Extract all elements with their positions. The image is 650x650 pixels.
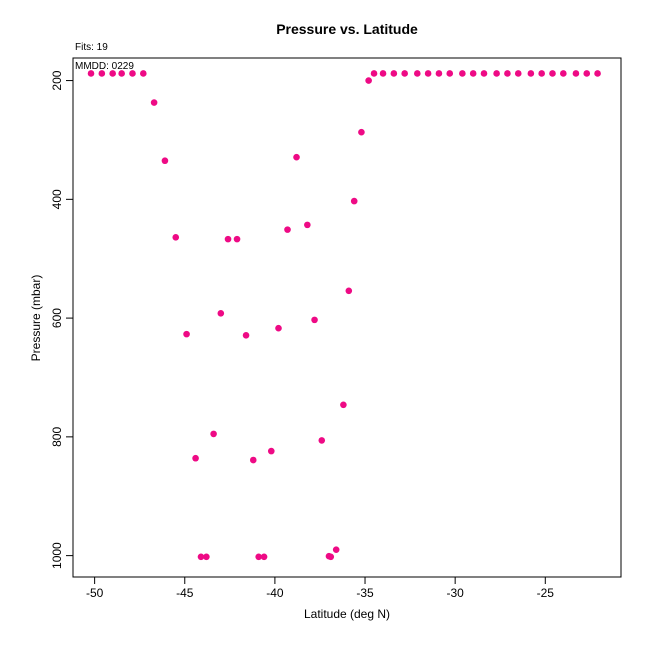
data-point (527, 70, 535, 77)
y-tick-label: 400 (50, 189, 64, 209)
data-point (183, 330, 190, 338)
data-point (572, 70, 580, 77)
data-point (594, 70, 601, 77)
data-point (327, 553, 335, 561)
data-point (480, 70, 488, 77)
data-point (414, 70, 421, 77)
data-point (150, 99, 158, 106)
x-tick-label: -35 (356, 586, 374, 600)
data-point (560, 70, 567, 77)
data-point (197, 553, 205, 561)
data-point (358, 128, 365, 136)
data-point (161, 157, 169, 165)
data-point (233, 235, 241, 243)
data-point (401, 70, 408, 77)
data-point (210, 430, 217, 438)
x-tick-label: -30 (446, 586, 464, 600)
data-point (493, 70, 500, 77)
data-point (192, 454, 199, 462)
x-tick-label: -50 (86, 586, 104, 600)
data-point (435, 70, 443, 77)
data-point (332, 546, 340, 553)
data-point (109, 70, 116, 77)
x-tick-label: -40 (266, 586, 284, 600)
data-point (260, 553, 268, 561)
data-point (304, 221, 311, 229)
data-point (118, 70, 125, 77)
data-point (98, 70, 106, 77)
data-point (267, 447, 275, 455)
x-tick-label: -45 (176, 586, 194, 600)
y-tick-label: 600 (50, 308, 64, 328)
x-axis-label: Latitude (deg N) (304, 607, 390, 621)
data-point (284, 226, 291, 233)
chart-subtitle: Fits: 19 (75, 42, 108, 53)
data-point (469, 70, 477, 77)
data-point (203, 553, 210, 561)
data-point (340, 401, 347, 409)
data-points (87, 70, 601, 561)
data-point (129, 70, 136, 77)
x-axis: -50 -45 -40 -35 -30 -25 (86, 576, 555, 600)
y-tick-label: 800 (50, 427, 64, 447)
data-point (217, 310, 225, 317)
data-point (172, 234, 180, 241)
x-tick-label: -25 (537, 586, 555, 600)
data-point (350, 197, 358, 205)
data-point (242, 332, 250, 339)
data-point (311, 316, 318, 324)
y-axis-label: Pressure (mbar) (29, 275, 43, 362)
y-tick-label: 1000 (50, 542, 64, 569)
data-point (379, 70, 387, 77)
data-point (370, 70, 378, 77)
plot-frame (72, 57, 622, 578)
data-point (390, 70, 398, 77)
data-point (345, 287, 353, 295)
data-point (255, 553, 262, 561)
data-point (275, 324, 282, 332)
y-axis: 200 400 600 800 1000 (50, 70, 74, 569)
data-point (293, 153, 300, 161)
data-point (549, 70, 556, 77)
data-point (459, 70, 466, 77)
chart-title: Pressure vs. Latitude (276, 21, 418, 37)
chart-annotation: MMDD: 0229 (75, 61, 134, 72)
data-point (446, 70, 454, 77)
data-point (224, 235, 232, 243)
data-point (87, 70, 95, 77)
y-tick-label: 200 (50, 70, 64, 90)
data-point (140, 70, 147, 77)
data-point (249, 456, 257, 464)
data-point (538, 70, 545, 77)
data-point (504, 70, 511, 77)
data-point (583, 70, 591, 77)
data-point (365, 77, 372, 84)
data-point (514, 70, 522, 77)
data-point (424, 70, 432, 77)
data-point (318, 437, 326, 444)
